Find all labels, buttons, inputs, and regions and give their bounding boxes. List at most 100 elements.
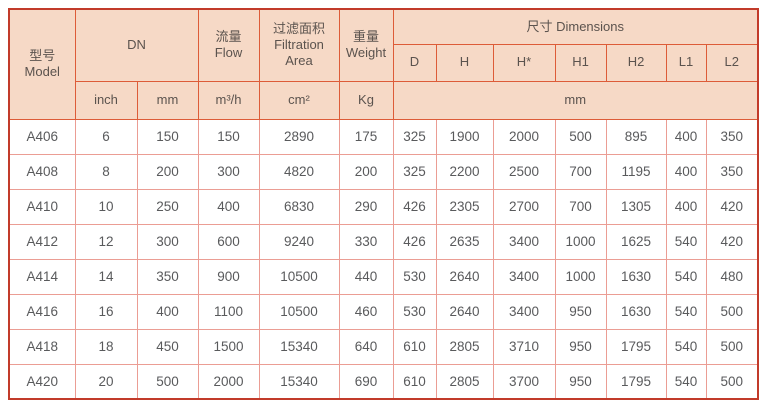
table-cell: 2000	[492, 118, 556, 155]
header-weight: 重量 Weight	[338, 8, 394, 82]
header-dn: DN	[74, 8, 199, 82]
table-cell: 250	[136, 188, 199, 225]
table-cell: 6	[74, 118, 138, 155]
table-cell: 950	[554, 293, 607, 330]
model-cell: A414	[8, 258, 76, 295]
table-cell: 2000	[197, 363, 260, 400]
table-cell: 600	[197, 223, 260, 260]
table-cell: 610	[392, 363, 437, 400]
table-row: A406 6 150 150 2890 175 325 1900 2000 50…	[8, 118, 759, 155]
header-dimensions: 尺寸 Dimensions	[392, 8, 759, 45]
table-cell: 420	[705, 188, 759, 225]
table-cell: 200	[338, 153, 394, 190]
table-cell: 400	[136, 293, 199, 330]
table-cell: 3700	[492, 363, 556, 400]
table-cell: 1630	[605, 258, 667, 295]
table-cell: 150	[136, 118, 199, 155]
table-cell: 540	[665, 258, 707, 295]
unit-dn-mm: mm	[136, 80, 199, 120]
model-cell: A416	[8, 293, 76, 330]
table-cell: 2200	[435, 153, 494, 190]
table-cell: 420	[705, 223, 759, 260]
table-cell: 2805	[435, 363, 494, 400]
header-dim-h: H	[435, 43, 494, 82]
table-cell: 1100	[197, 293, 260, 330]
table-cell: 2805	[435, 328, 494, 365]
header-flow: 流量 Flow	[197, 8, 260, 82]
unit-dimensions: mm	[392, 80, 759, 120]
table-row: A410 10 250 400 6830 290 426 2305 2700 7…	[8, 188, 759, 225]
table-cell: 15340	[258, 328, 340, 365]
table-cell: 290	[338, 188, 394, 225]
table-cell: 700	[554, 188, 607, 225]
table-cell: 10500	[258, 258, 340, 295]
unit-weight: Kg	[338, 80, 394, 120]
table-cell: 150	[197, 118, 260, 155]
table-cell: 1195	[605, 153, 667, 190]
table-cell: 950	[554, 363, 607, 400]
table-cell: 500	[705, 328, 759, 365]
table-cell: 400	[665, 153, 707, 190]
table-cell: 350	[705, 118, 759, 155]
table-cell: 3710	[492, 328, 556, 365]
table-cell: 175	[338, 118, 394, 155]
table-cell: 450	[136, 328, 199, 365]
table-cell: 1900	[435, 118, 494, 155]
table-cell: 330	[338, 223, 394, 260]
unit-filtration-area: cm²	[258, 80, 340, 120]
unit-flow: m³/h	[197, 80, 260, 120]
table-cell: 16	[74, 293, 138, 330]
header-row-1: 型号 Model DN 流量 Flow 过滤面积 Filtration Area…	[8, 8, 759, 120]
table-cell: 14	[74, 258, 138, 295]
table-cell: 2640	[435, 258, 494, 295]
unit-dn-inch: inch	[74, 80, 138, 120]
header-dim-d: D	[392, 43, 437, 82]
table-cell: 9240	[258, 223, 340, 260]
table-cell: 18	[74, 328, 138, 365]
table-cell: 1795	[605, 363, 667, 400]
table-cell: 1630	[605, 293, 667, 330]
table-cell: 1000	[554, 258, 607, 295]
model-cell: A410	[8, 188, 76, 225]
table-cell: 640	[338, 328, 394, 365]
table-cell: 530	[392, 258, 437, 295]
model-cell: A420	[8, 363, 76, 400]
model-cell: A418	[8, 328, 76, 365]
table-cell: 460	[338, 293, 394, 330]
table-cell: 480	[705, 258, 759, 295]
table-cell: 426	[392, 188, 437, 225]
table-cell: 540	[665, 328, 707, 365]
table-cell: 1625	[605, 223, 667, 260]
table-cell: 950	[554, 328, 607, 365]
table-cell: 500	[136, 363, 199, 400]
header-filtration-area: 过滤面积 Filtration Area	[258, 8, 340, 82]
table-cell: 530	[392, 293, 437, 330]
table-cell: 690	[338, 363, 394, 400]
table-cell: 2890	[258, 118, 340, 155]
model-cell: A406	[8, 118, 76, 155]
table-cell: 2500	[492, 153, 556, 190]
table-cell: 2305	[435, 188, 494, 225]
table-cell: 500	[705, 293, 759, 330]
table-cell: 2635	[435, 223, 494, 260]
header-dim-hstar: H*	[492, 43, 556, 82]
table-cell: 2640	[435, 293, 494, 330]
table-cell: 300	[136, 223, 199, 260]
table-cell: 6830	[258, 188, 340, 225]
table-row: A408 8 200 300 4820 200 325 2200 2500 70…	[8, 153, 759, 190]
table-cell: 440	[338, 258, 394, 295]
table-cell: 325	[392, 153, 437, 190]
table-row: A416 16 400 1100 10500 460 530 2640 3400…	[8, 293, 759, 330]
table-cell: 2700	[492, 188, 556, 225]
header-model: 型号 Model	[8, 8, 76, 120]
table-cell: 500	[554, 118, 607, 155]
table-cell: 1795	[605, 328, 667, 365]
table-cell: 3400	[492, 293, 556, 330]
table-cell: 400	[665, 188, 707, 225]
table-cell: 400	[665, 118, 707, 155]
table-row: A414 14 350 900 10500 440 530 2640 3400 …	[8, 258, 759, 295]
header-dim-h1: H1	[554, 43, 607, 82]
table-cell: 540	[665, 363, 707, 400]
table-cell: 350	[705, 153, 759, 190]
header-row-2: D H H* H1 H2 L1 L2	[9, 43, 759, 82]
